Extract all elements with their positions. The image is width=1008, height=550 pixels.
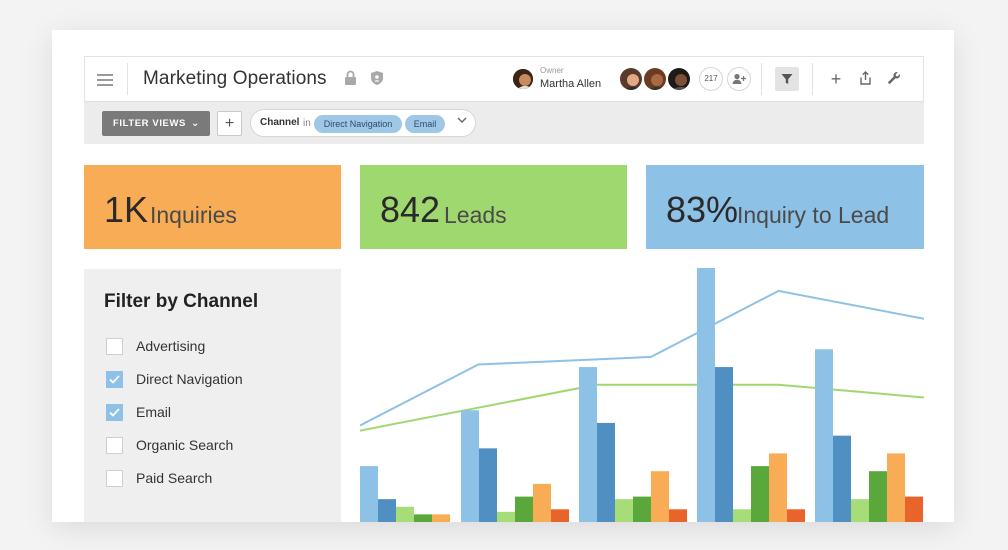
checkbox[interactable] [106, 436, 123, 454]
trend-line-1[interactable] [359, 289, 925, 427]
checkbox[interactable] [106, 469, 123, 487]
chart-bar-series-3-group-5[interactable] [851, 499, 869, 522]
chart-bar-series-5-group-4[interactable] [769, 453, 787, 522]
menu-icon[interactable] [97, 74, 113, 89]
check-icon [109, 374, 120, 384]
chip-operator: in [303, 118, 311, 129]
chart-bar-series-6-group-5[interactable] [905, 496, 923, 522]
option-label: Paid Search [136, 470, 213, 486]
chart-bar-series-3-group-4[interactable] [733, 509, 751, 522]
channel-filter-chip[interactable]: Channel in Direct Navigation Email [250, 109, 476, 137]
kpi-tile-inquiry-to-lead[interactable]: 83% Inquiry to Lead [646, 165, 924, 249]
panel-title: Filter by Channel [104, 291, 259, 312]
chart-bar-series-6-group-4[interactable] [787, 509, 805, 522]
chip-value-pill[interactable]: Email [405, 115, 445, 133]
chart-bar-series-1-group-3[interactable] [579, 367, 597, 522]
dashboard-header: Marketing Operations Owner Martha Allen … [84, 56, 924, 102]
kpi-label: Inquiries [150, 202, 237, 228]
kpi-tile-leads[interactable]: 842 Leads [360, 165, 627, 249]
kpi-value: 1K [104, 189, 149, 230]
channel-option-paid-search[interactable]: Paid Search [106, 468, 212, 488]
chart-bar-series-2-group-5[interactable] [833, 435, 851, 522]
member-avatar[interactable] [642, 66, 668, 92]
chart-bar-series-1-group-1[interactable] [360, 466, 378, 522]
chart-bar-series-1-group-2[interactable] [461, 410, 479, 522]
chip-field-label: Channel [260, 117, 300, 128]
header-divider [812, 63, 813, 95]
share-icon[interactable] [858, 70, 872, 86]
chart-bar-series-3-group-2[interactable] [497, 511, 515, 522]
chart-bar-series-4-group-1[interactable] [414, 514, 432, 522]
chart-bar-series-6-group-2[interactable] [551, 509, 569, 522]
channel-option-organic-search[interactable]: Organic Search [106, 435, 233, 455]
dashboard-card: Marketing Operations Owner Martha Allen … [52, 30, 954, 522]
kpi-tile-inquiries[interactable]: 1K Inquiries [84, 165, 341, 249]
shield-icon[interactable] [369, 69, 385, 87]
filter-views-button[interactable]: FILTER VIEWS ⌄ [102, 111, 210, 136]
owner-avatar[interactable] [511, 67, 535, 91]
chart-bar-series-5-group-1[interactable] [432, 514, 450, 522]
chart-bar-series-4-group-2[interactable] [515, 496, 533, 522]
filter-bar: FILTER VIEWS ⌄ + Channel in Direct Navig… [84, 102, 924, 144]
filter-icon[interactable] [775, 67, 799, 91]
channel-chart [359, 264, 925, 522]
kpi-value: 842 [380, 189, 441, 230]
header-divider [761, 63, 762, 95]
chart-bar-series-6-group-3[interactable] [669, 509, 687, 522]
checkbox[interactable] [106, 337, 123, 355]
checkbox-checked[interactable] [106, 370, 123, 388]
chevron-down-icon[interactable] [457, 115, 467, 128]
chart-bar-series-5-group-5[interactable] [887, 453, 905, 522]
option-label: Direct Navigation [136, 371, 243, 387]
chart-bar-series-5-group-2[interactable] [533, 483, 551, 522]
chart-bar-series-4-group-3[interactable] [633, 496, 651, 522]
page-title: Marketing Operations [143, 68, 327, 89]
channel-option-direct-navigation[interactable]: Direct Navigation [106, 369, 243, 389]
option-label: Advertising [136, 338, 206, 354]
chart-bar-series-1-group-4[interactable] [697, 268, 715, 522]
filter-views-label: FILTER VIEWS [113, 118, 186, 129]
header-divider [127, 63, 128, 95]
option-label: Email [136, 404, 172, 420]
check-icon [109, 407, 120, 417]
wrench-icon[interactable] [887, 70, 901, 86]
chart-bar-series-3-group-3[interactable] [615, 499, 633, 522]
chart-bar-series-5-group-3[interactable] [651, 471, 669, 522]
chart-svg [359, 268, 925, 522]
filter-by-channel-panel: Filter by Channel Advertising Direct Nav… [84, 269, 341, 522]
member-avatar[interactable] [666, 66, 692, 92]
kpi-label: Leads [444, 202, 507, 228]
lock-icon[interactable] [343, 69, 357, 87]
add-filter-button[interactable]: + [217, 111, 242, 136]
chart-bar-series-2-group-4[interactable] [715, 367, 733, 522]
chart-bar-series-4-group-5[interactable] [869, 471, 887, 522]
chart-bar-series-2-group-2[interactable] [479, 448, 497, 522]
owner-label: Owner [540, 66, 564, 75]
add-user-icon[interactable] [727, 67, 751, 91]
chart-bar-series-1-group-5[interactable] [815, 349, 833, 522]
chip-value-pill[interactable]: Direct Navigation [314, 115, 402, 133]
kpi-value: 83% [666, 189, 739, 230]
member-count-badge[interactable]: 217 [699, 67, 723, 91]
channel-option-email[interactable]: Email [106, 402, 171, 422]
channel-option-advertising[interactable]: Advertising [106, 336, 205, 356]
kpi-label: Inquiry to Lead [737, 202, 890, 228]
chart-bar-series-2-group-1[interactable] [378, 499, 396, 522]
member-avatar[interactable] [618, 66, 644, 92]
option-label: Organic Search [136, 437, 234, 453]
chevron-down-icon: ⌄ [191, 118, 200, 129]
chart-bar-series-3-group-1[interactable] [396, 506, 414, 522]
chart-bar-series-4-group-4[interactable] [751, 466, 769, 522]
trend-line-2[interactable] [359, 383, 925, 432]
owner-name[interactable]: Martha Allen [540, 78, 602, 90]
plus-icon[interactable]: + [830, 68, 842, 89]
chart-bar-series-2-group-3[interactable] [597, 422, 615, 522]
checkbox-checked[interactable] [106, 403, 123, 421]
